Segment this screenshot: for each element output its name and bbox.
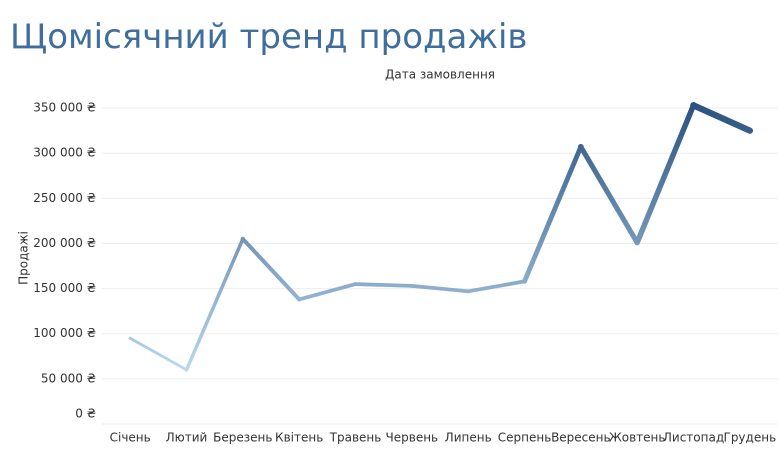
line-point bbox=[690, 102, 697, 109]
line-segment bbox=[184, 237, 245, 372]
x-tick-label: Квітень bbox=[275, 431, 323, 445]
line-point bbox=[353, 282, 358, 286]
line-segment bbox=[297, 282, 358, 302]
x-tick-label: Січень bbox=[110, 431, 151, 445]
x-axis-title: Дата замовлення bbox=[385, 68, 495, 82]
y-tick-label: 100 000 ₴ bbox=[33, 326, 96, 340]
x-tick-label: Червень bbox=[386, 431, 439, 445]
x-tick-label: Листопад bbox=[663, 431, 724, 445]
y-tick-label: 250 000 ₴ bbox=[33, 191, 96, 205]
x-tick-label: Лютий bbox=[166, 431, 208, 445]
x-tick-label: Липень bbox=[445, 431, 492, 445]
x-tick-label: Серпень bbox=[498, 431, 552, 445]
line-segment bbox=[409, 284, 471, 294]
line-point bbox=[240, 236, 246, 242]
line-point bbox=[522, 279, 527, 284]
line-segment bbox=[128, 336, 188, 372]
y-tick-label: 200 000 ₴ bbox=[33, 236, 96, 250]
y-axis-title: Продажі bbox=[17, 231, 31, 285]
line-segment bbox=[578, 144, 640, 246]
line-point bbox=[297, 297, 301, 302]
y-tick-label: 0 ₴ bbox=[75, 407, 96, 421]
x-tick-label: Вересень bbox=[551, 431, 611, 445]
line-segment bbox=[522, 144, 584, 284]
line-point bbox=[466, 289, 471, 294]
line-segment bbox=[240, 236, 302, 302]
x-tick-label: Грудень bbox=[724, 431, 777, 445]
x-tick-label: Березень bbox=[213, 431, 272, 445]
line-point bbox=[409, 284, 414, 288]
line-point bbox=[634, 240, 640, 245]
y-tick-label: 300 000 ₴ bbox=[33, 146, 96, 160]
line-segment bbox=[353, 282, 414, 288]
line-segment bbox=[466, 279, 527, 294]
y-tick-label: 150 000 ₴ bbox=[33, 281, 96, 295]
line-point bbox=[185, 368, 188, 372]
line-point bbox=[746, 127, 753, 134]
x-tick-label: Травень bbox=[329, 431, 382, 445]
x-tick-label: Жовтень bbox=[609, 431, 666, 445]
line-point bbox=[128, 336, 132, 340]
line-point bbox=[577, 143, 584, 150]
line-segment bbox=[690, 102, 753, 134]
y-tick-label: 350 000 ₴ bbox=[33, 101, 96, 115]
chart-title: Щомісячний тренд продажів bbox=[10, 17, 527, 57]
line-segment bbox=[634, 102, 697, 246]
y-tick-label: 50 000 ₴ bbox=[41, 371, 96, 385]
